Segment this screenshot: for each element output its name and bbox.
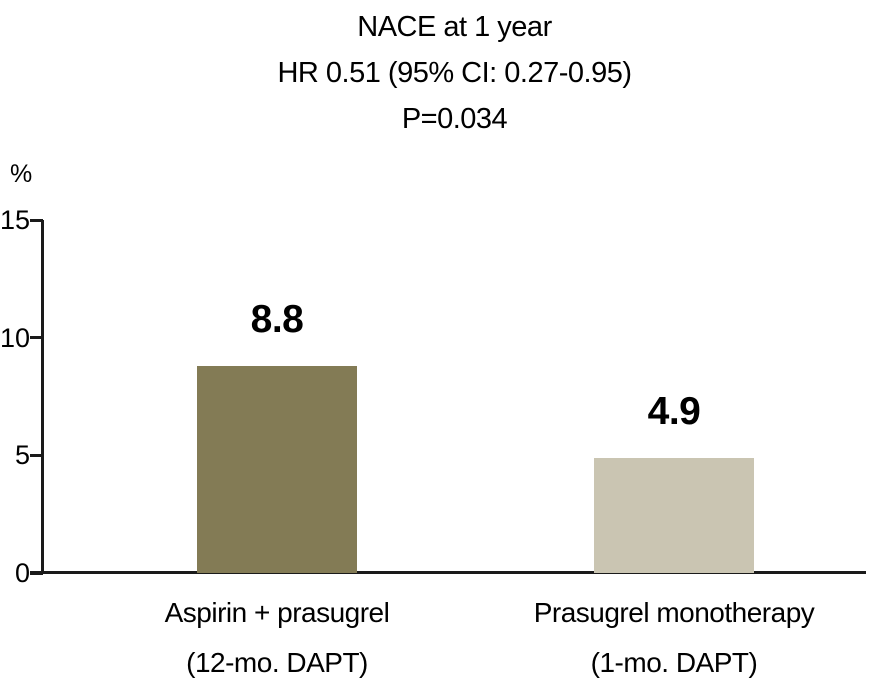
x-axis-baseline: [30, 571, 866, 574]
y-axis-line: [41, 220, 44, 574]
y-tick-mark-10: [30, 336, 43, 340]
category-label-0-line-1: (12-mo. DAPT): [186, 647, 368, 678]
category-label-0: Aspirin + prasugrel (12-mo. DAPT): [67, 588, 487, 688]
y-tick-label-10: 10: [0, 322, 30, 353]
chart-title: NACE at 1 year: [357, 11, 552, 43]
bar-1: [594, 457, 754, 573]
y-tick-label-5: 5: [14, 440, 30, 471]
y-tick-label-15: 15: [0, 205, 30, 235]
y-tick-label-0: 0: [14, 558, 30, 588]
bar-0: [197, 365, 357, 573]
chart-pvalue: P=0.034: [401, 103, 508, 135]
y-axis-unit-label: %: [10, 160, 33, 188]
category-label-1: Prasugrel monotherapy (1-mo. DAPT): [464, 588, 873, 688]
bar-value-label-1: 4.9: [647, 389, 701, 433]
chart-subtitle-hr: HR 0.51 (95% CI: 0.27-0.95): [277, 57, 632, 89]
category-label-1-line-0: Prasugrel monotherapy: [533, 597, 815, 628]
category-label-1-line-1: (1-mo. DAPT): [590, 647, 758, 678]
category-label-0-line-0: Aspirin + prasugrel: [164, 597, 390, 628]
chart-title-block: NACE at 1 year HR 0.51 (95% CI: 0.27-0.9…: [43, 4, 866, 142]
bar-value-label-0: 8.8: [250, 297, 304, 341]
y-tick-mark-0: [30, 571, 43, 575]
y-tick-mark-15: [30, 218, 43, 222]
y-tick-mark-5: [30, 453, 43, 457]
